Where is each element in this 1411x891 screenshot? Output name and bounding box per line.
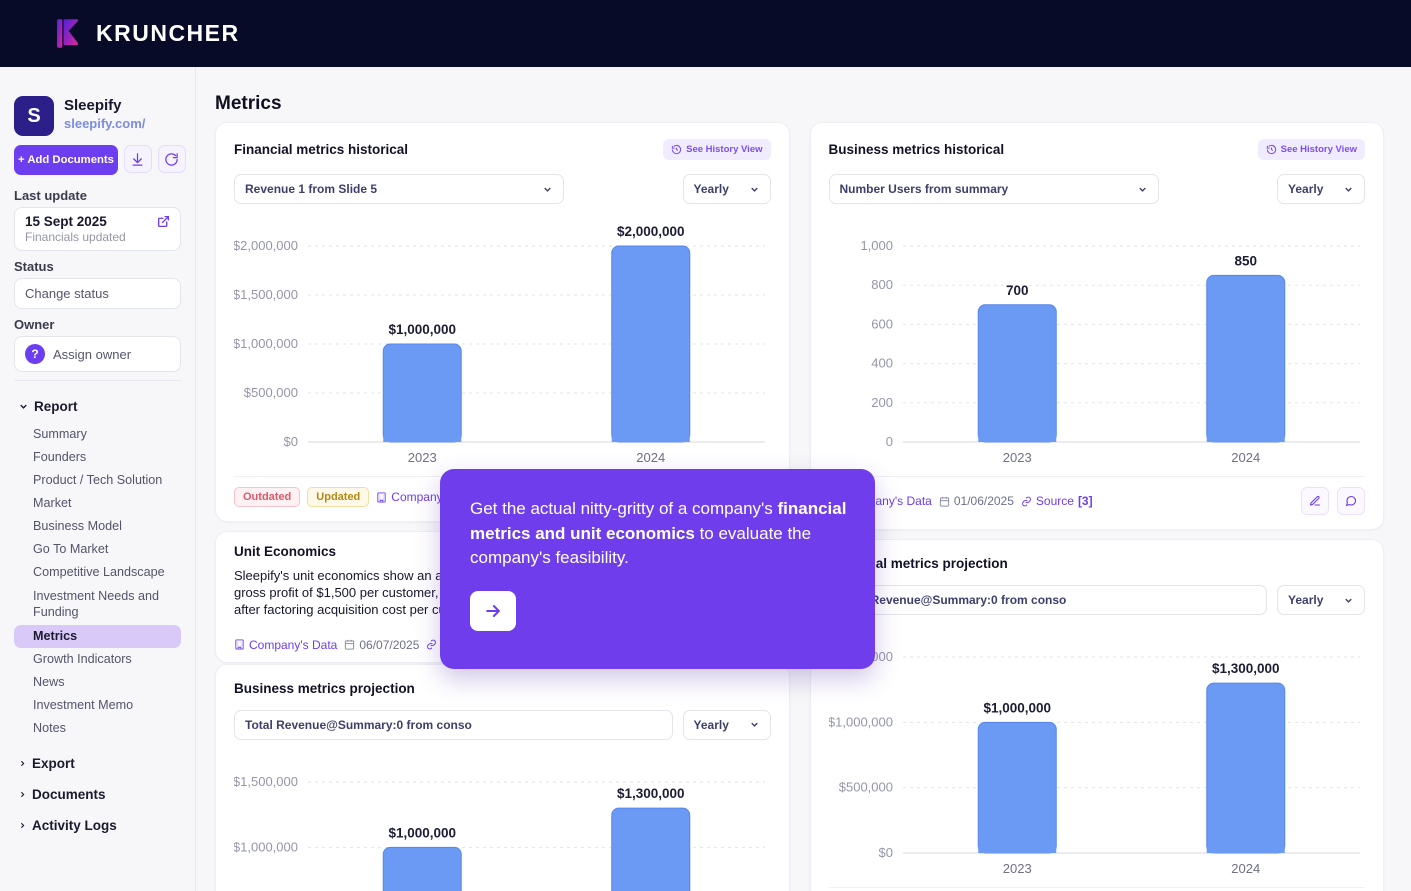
svg-text:$0: $0 [878,845,892,860]
svg-text:$1,500,000: $1,500,000 [234,287,298,302]
svg-text:600: 600 [871,316,893,331]
svg-text:$1,000,000: $1,000,000 [234,336,298,351]
svg-text:$2,000,000: $2,000,000 [234,238,298,253]
svg-text:$2,000,000: $2,000,000 [617,224,685,239]
svg-text:2024: 2024 [636,450,665,465]
svg-text:$500,000: $500,000 [244,385,298,400]
svg-text:$1,300,000: $1,300,000 [617,786,685,801]
svg-text:$1,000,000: $1,000,000 [829,714,893,729]
svg-text:2023: 2023 [408,450,437,465]
svg-text:$1,000,000: $1,000,000 [388,322,456,337]
svg-text:700: 700 [1005,283,1028,298]
svg-text:$1,000,000: $1,000,000 [388,825,456,840]
svg-text:$1,000,000: $1,000,000 [983,700,1051,715]
svg-text:800: 800 [871,277,893,292]
svg-text:850: 850 [1234,253,1257,268]
svg-text:400: 400 [871,356,893,371]
svg-text:2024: 2024 [1231,450,1260,465]
svg-text:$1,000,000: $1,000,000 [234,839,298,854]
svg-text:0: 0 [885,434,892,449]
svg-text:$1,300,000: $1,300,000 [1211,661,1279,676]
svg-text:$500,000: $500,000 [838,780,892,795]
svg-text:1,000: 1,000 [860,238,893,253]
svg-text:2023: 2023 [1002,450,1031,465]
svg-text:2023: 2023 [1002,861,1031,876]
svg-text:$0: $0 [284,434,298,449]
svg-text:$1,500,000: $1,500,000 [234,774,298,789]
svg-text:200: 200 [871,395,893,410]
svg-text:2024: 2024 [1231,861,1260,876]
